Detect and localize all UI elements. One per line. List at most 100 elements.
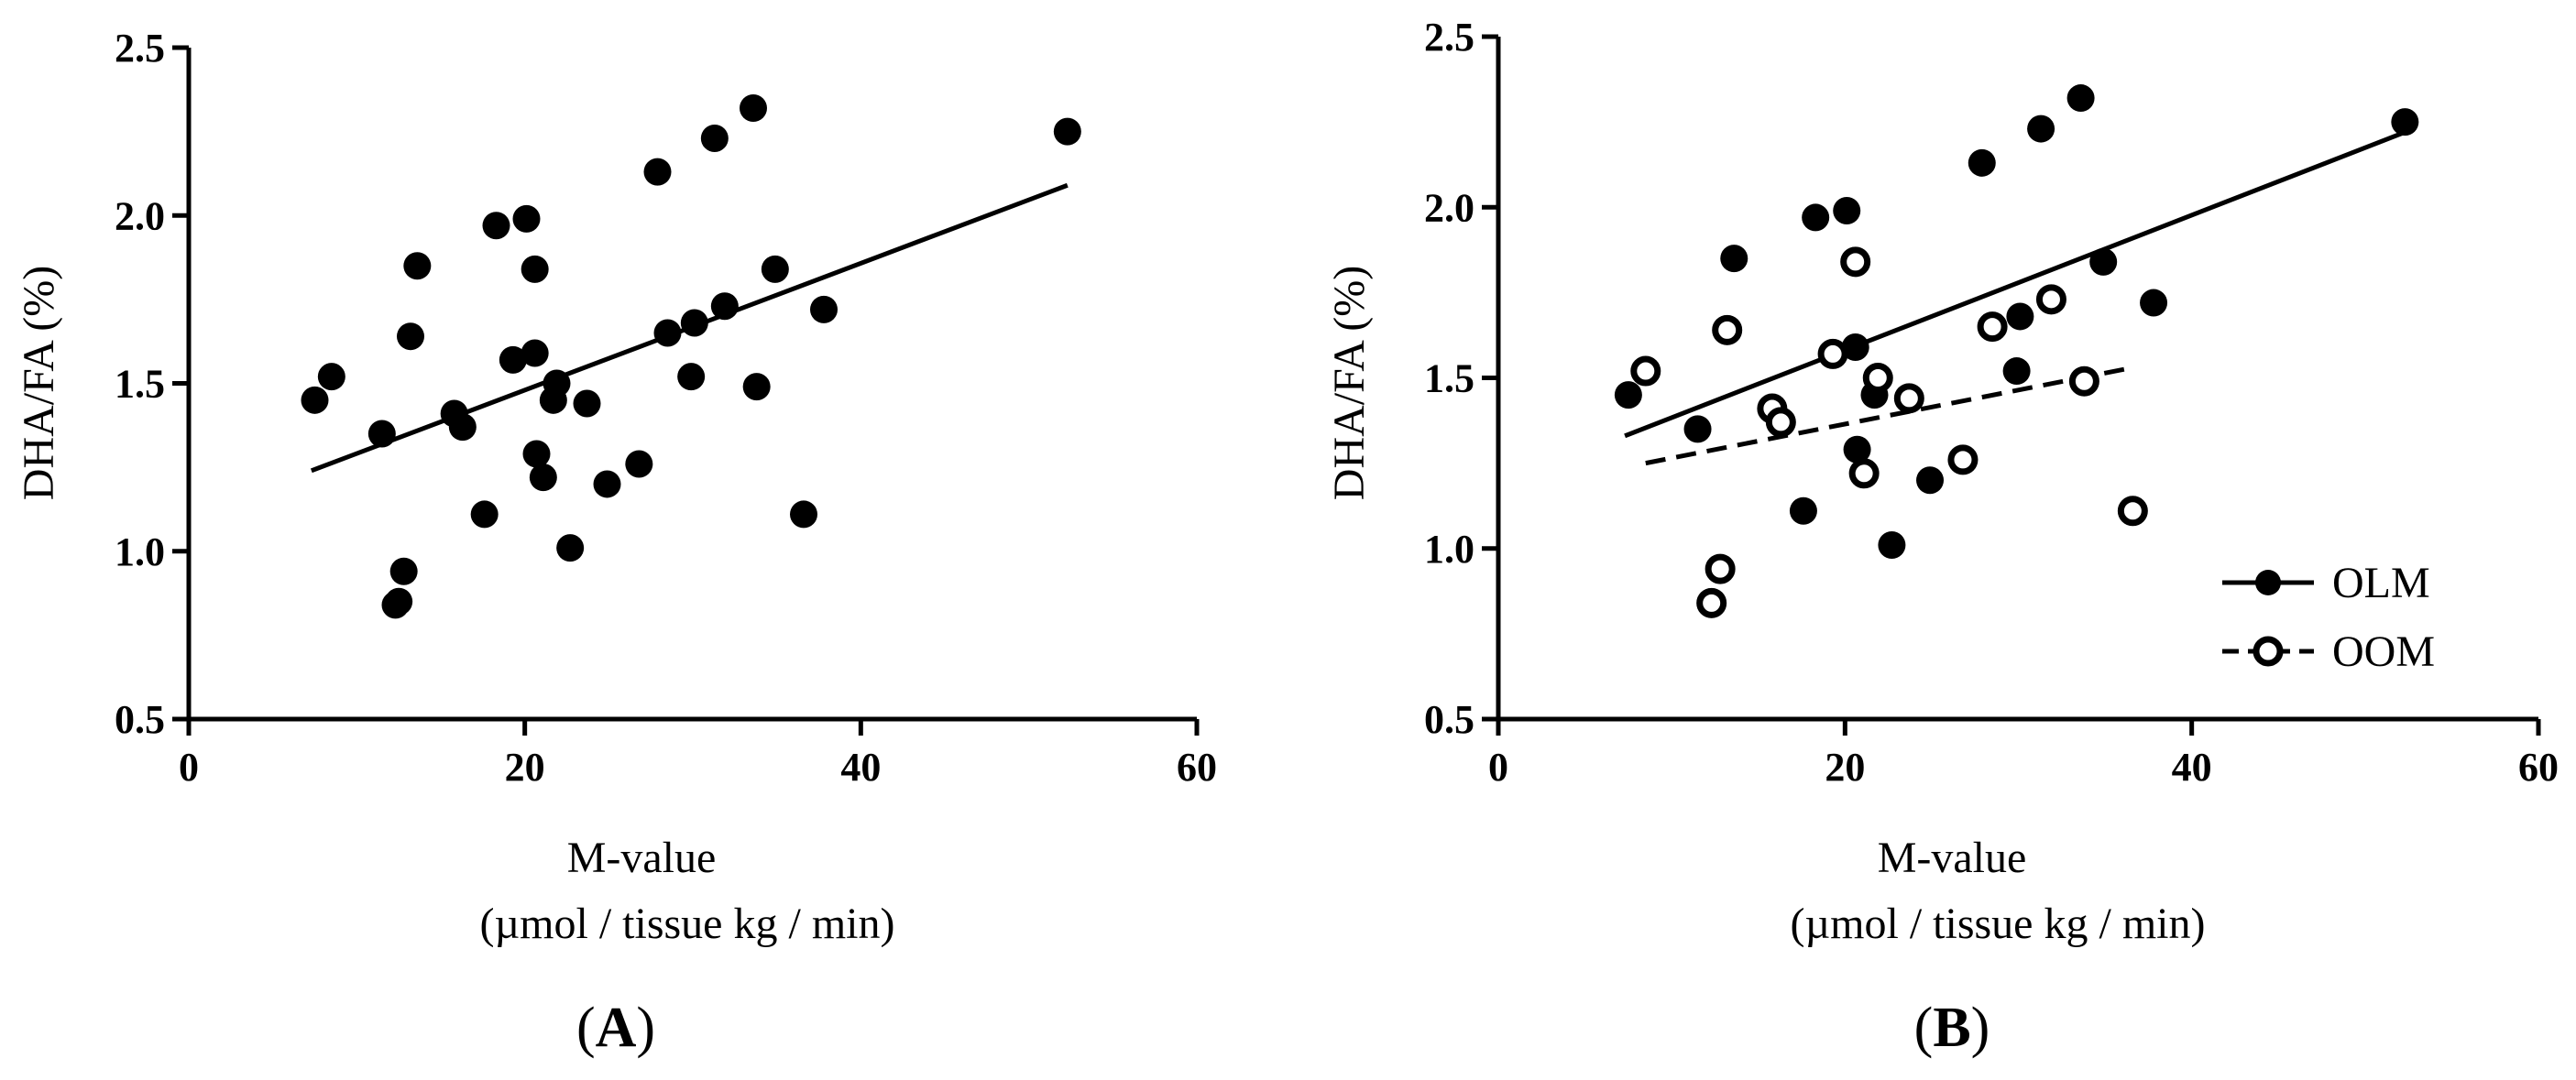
panel-b: 0.5 1.0 1.5 2.0 2.5 0 20 40 60 DHA/FA (%) M-valu… [1325,15,2559,1059]
point-oom [1977,311,2008,343]
point-oom [1817,338,1848,369]
point-all [512,204,541,233]
point-oom [1705,553,1736,584]
x-axis-title-a: M-value [567,834,717,882]
point-olm [2006,302,2034,331]
x-axis-unit-a: (µmol / tissue kg / min) [480,900,895,948]
point-olm [1683,415,1712,443]
x-axis-unit-b: (µmol / tissue kg / min) [1791,900,2206,948]
x-tick-label-b: 0 [1488,745,1508,790]
x-tick-label-b: 40 [2172,745,2212,790]
y-tick-label-a: 2.5 [115,26,165,71]
y-tick-label-b: 0.5 [1424,697,1474,742]
point-all [677,363,706,391]
point-all [1053,117,1081,146]
point-olm [1614,381,1642,409]
point-all [317,363,345,391]
point-oom [2035,284,2066,315]
point-oom [1630,355,1661,387]
point-oom [1848,458,1880,489]
point-all [389,557,418,585]
point-all [522,440,551,468]
x-tick-label-a: 40 [840,745,881,790]
x-tick-label-a: 60 [1177,745,1217,790]
point-all [740,93,767,122]
point-all [367,420,396,448]
point-olm [1802,203,1830,232]
x-tick-label-a: 20 [505,745,545,790]
point-all [403,252,432,280]
y-tick-label-b: 2.5 [1424,15,1474,60]
point-all [482,212,510,240]
point-olm [2002,357,2031,386]
point-olm [1878,531,1906,560]
fit-line-olm [1624,129,2406,439]
point-all [470,500,499,529]
legend-marker-oom [2253,636,2284,667]
y-axis-title-b: DHA/FA (%) [1325,266,1374,500]
legend: OLM OOM [2222,559,2435,676]
point-oom [1893,383,1924,414]
point-olm [2066,84,2095,113]
point-oom [1862,363,1893,393]
point-all [643,158,672,186]
x-tick-label-b: 60 [2518,745,2559,790]
legend-marker-olm [2255,570,2281,595]
point-olm [2089,247,2118,276]
point-oom [2068,365,2099,397]
legend-label-oom: OOM [2332,627,2435,676]
point-olm [1916,466,1945,495]
point-all [653,319,682,347]
point-all [680,309,708,337]
point-olm [1841,333,1869,361]
point-oom [1696,587,1727,618]
legend-item-oom: OOM [2222,627,2435,676]
panel-letter-b: B [1933,997,1970,1059]
point-all [301,386,329,414]
point-oom [2117,496,2148,527]
y-tick-label-b: 2.0 [1424,185,1474,230]
y-tick-label-b: 1.0 [1424,527,1474,572]
point-oom [1765,407,1796,438]
legend-item-olm: OLM [2222,559,2430,607]
point-all [625,450,653,478]
point-all [790,500,817,529]
y-tick-label-b: 1.5 [1424,356,1474,401]
point-all [397,322,424,351]
point-all [499,345,527,374]
point-all [521,255,549,283]
point-olm [1968,148,1996,177]
point-all [810,295,838,323]
panel-label-b: (B) [1914,997,1990,1059]
panel-label-a: (A) [576,997,655,1059]
point-olm [2391,108,2419,136]
point-all [385,587,413,616]
y-tick-label-a: 1.5 [115,362,165,407]
x-axis-title-b: M-value [1878,834,2027,882]
point-olm [1843,435,1871,464]
y-tick-label-a: 0.5 [115,697,165,742]
point-all [573,389,601,418]
panel-letter-a: A [596,997,637,1059]
point-all [761,255,789,283]
point-all [593,470,621,498]
point-all [521,339,549,367]
y-tick-label-a: 1.0 [115,529,165,574]
point-olm [1833,196,1861,224]
point-all [543,369,571,398]
point-all [448,413,477,442]
point-olm [1720,245,1748,273]
point-oom [1712,314,1743,345]
y-tick-label-a: 2.0 [115,193,165,238]
x-tick-label-b: 20 [1825,745,1865,790]
point-all [556,534,585,562]
point-olm [2027,115,2055,143]
fit-line-oom [1645,365,2133,466]
point-all [700,124,729,152]
panel-a: 0.5 1.0 1.5 2.0 2.5 0 20 40 60 DHA/FA (%) M-valu… [15,26,1217,1059]
x-tick-label-a: 0 [179,745,199,790]
point-all [742,373,771,401]
point-oom [1840,246,1871,278]
point-olm [1789,496,1817,525]
